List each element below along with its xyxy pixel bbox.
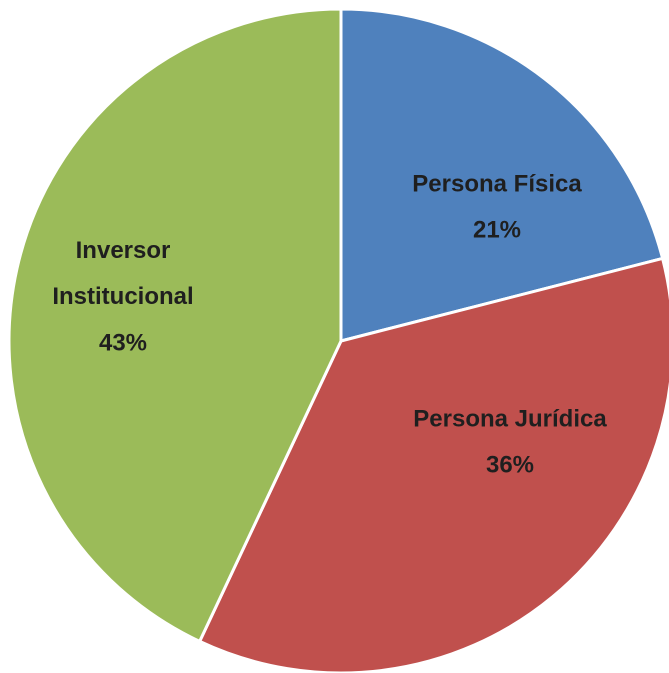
pie-slice <box>197 256 669 673</box>
slice-value-label: 21% <box>473 216 521 243</box>
slice-label-line: Institucional <box>52 283 193 310</box>
pie-slice <box>7 7 343 644</box>
slice-value-label: 36% <box>486 451 534 478</box>
slice-value-label: 43% <box>99 329 147 356</box>
slice-label: Inversor Institucional <box>52 237 193 310</box>
slice-label: Persona Jurídica <box>413 405 607 432</box>
slice-label-line: Inversor <box>76 237 171 264</box>
pie-slice <box>339 7 665 343</box>
slice-label: Persona Física <box>412 170 582 197</box>
